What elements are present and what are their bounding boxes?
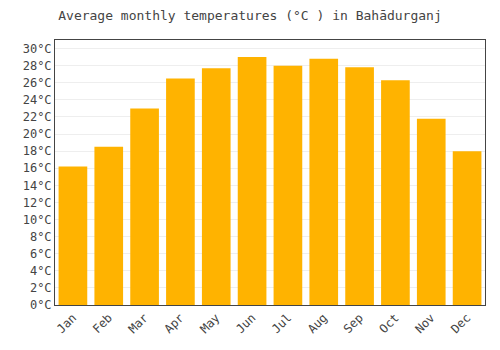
svg-text:Jul: Jul [269, 311, 294, 336]
svg-text:20°C: 20°C [23, 127, 52, 141]
svg-text:2°C: 2°C [30, 281, 52, 295]
svg-text:24°C: 24°C [23, 93, 52, 107]
svg-text:18°C: 18°C [23, 144, 52, 158]
svg-text:Aug: Aug [305, 311, 330, 336]
svg-text:10°C: 10°C [23, 213, 52, 227]
svg-text:0°C: 0°C [30, 298, 52, 312]
svg-text:May: May [197, 311, 222, 336]
svg-text:8°C: 8°C [30, 230, 52, 244]
svg-text:Average monthly temperatures (: Average monthly temperatures (°C ) in Ba… [58, 8, 442, 23]
svg-text:14°C: 14°C [23, 179, 52, 193]
svg-text:28°C: 28°C [23, 59, 52, 73]
svg-text:Sep: Sep [341, 311, 366, 336]
svg-text:Mar: Mar [126, 311, 151, 336]
svg-text:Jan: Jan [54, 311, 79, 336]
svg-text:Jun: Jun [233, 311, 258, 336]
svg-text:Dec: Dec [448, 311, 473, 336]
svg-text:4°C: 4°C [30, 264, 52, 278]
svg-text:Nov: Nov [412, 311, 437, 336]
svg-text:Apr: Apr [162, 311, 187, 336]
svg-text:Oct: Oct [377, 311, 402, 336]
svg-text:12°C: 12°C [23, 196, 52, 210]
svg-text:26°C: 26°C [23, 76, 52, 90]
svg-text:30°C: 30°C [23, 42, 52, 56]
svg-text:6°C: 6°C [30, 247, 52, 261]
svg-text:16°C: 16°C [23, 161, 52, 175]
svg-text:22°C: 22°C [23, 110, 52, 124]
svg-text:Feb: Feb [90, 311, 115, 336]
